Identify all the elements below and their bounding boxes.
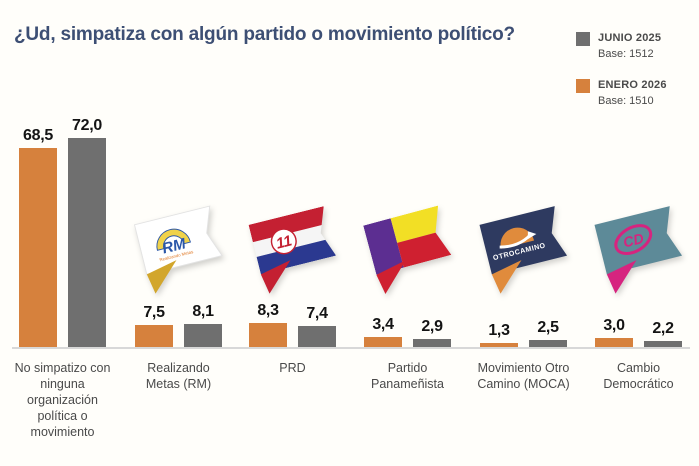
- prd-flag-logo: 11: [241, 194, 345, 300]
- bar-junio-2025: [298, 326, 336, 347]
- legend-item-enero-2026: ENERO 2026 Base: 1510: [576, 78, 667, 110]
- bar-enero-2026: [595, 338, 633, 347]
- category-label: No simpatizo con ninguna organización po…: [14, 361, 111, 439]
- bar-junio-2025: [413, 339, 451, 347]
- value-label: 3,0: [603, 317, 625, 334]
- baseline-axis: [12, 347, 690, 349]
- legend-item-junio-2025: JUNIO 2025 Base: 1512: [576, 31, 667, 63]
- bar-enero-2026: [249, 323, 287, 347]
- value-label: 8,3: [257, 302, 279, 319]
- legend-base-enero: Base: 1510: [598, 94, 654, 107]
- bar-junio-2025: [529, 340, 567, 347]
- value-label: 68,5: [23, 127, 53, 144]
- junio-2025-swatch: [576, 32, 590, 46]
- bar-enero-2026: [135, 325, 173, 347]
- cd-flag-logo: CD: [587, 194, 691, 300]
- svg-text:11: 11: [274, 232, 293, 252]
- bar-enero-2026: [364, 337, 402, 347]
- value-label: 2,9: [421, 318, 443, 335]
- value-label: 3,4: [372, 316, 394, 333]
- value-label: 72,0: [72, 117, 102, 134]
- bar-enero-2026: [480, 343, 518, 347]
- enero-2026-swatch: [576, 78, 590, 93]
- value-label: 1,3: [488, 322, 510, 339]
- svg-text:CD: CD: [621, 231, 645, 251]
- moca-flag-logo: OTROCAMINO: [472, 194, 576, 300]
- bar-junio-2025: [68, 138, 106, 347]
- category-label: Partido Panameñista: [371, 361, 444, 391]
- panamenista-flag-logo: [356, 194, 460, 300]
- value-label: 7,4: [306, 305, 328, 322]
- legend-label-junio: JUNIO 2025: [598, 32, 662, 44]
- category-label: Realizando Metas (RM): [145, 361, 212, 391]
- chart-title: ¿Ud, simpatiza con algún partido o movim…: [14, 24, 515, 45]
- legend-base-junio: Base: 1512: [598, 47, 654, 60]
- rm-flag-logo: RM Realizando Metas: [127, 194, 231, 300]
- legend-label-enero: ENERO 2026: [598, 78, 667, 91]
- category-label: PRD: [279, 361, 306, 375]
- svg-text:RM: RM: [160, 235, 187, 257]
- value-label: 2,5: [537, 319, 559, 336]
- value-label: 8,1: [192, 303, 214, 320]
- value-label: 7,5: [143, 304, 165, 321]
- bar-junio-2025: [644, 341, 682, 347]
- legend: JUNIO 2025 Base: 1512 ENERO 2026 Base: 1…: [576, 31, 667, 110]
- bar-enero-2026: [19, 148, 57, 347]
- category-label: Movimiento Otro Camino (MOCA): [477, 361, 570, 391]
- category-label: Cambio Democrático: [603, 361, 674, 391]
- value-label: 2,2: [652, 320, 674, 337]
- bar-junio-2025: [184, 324, 222, 347]
